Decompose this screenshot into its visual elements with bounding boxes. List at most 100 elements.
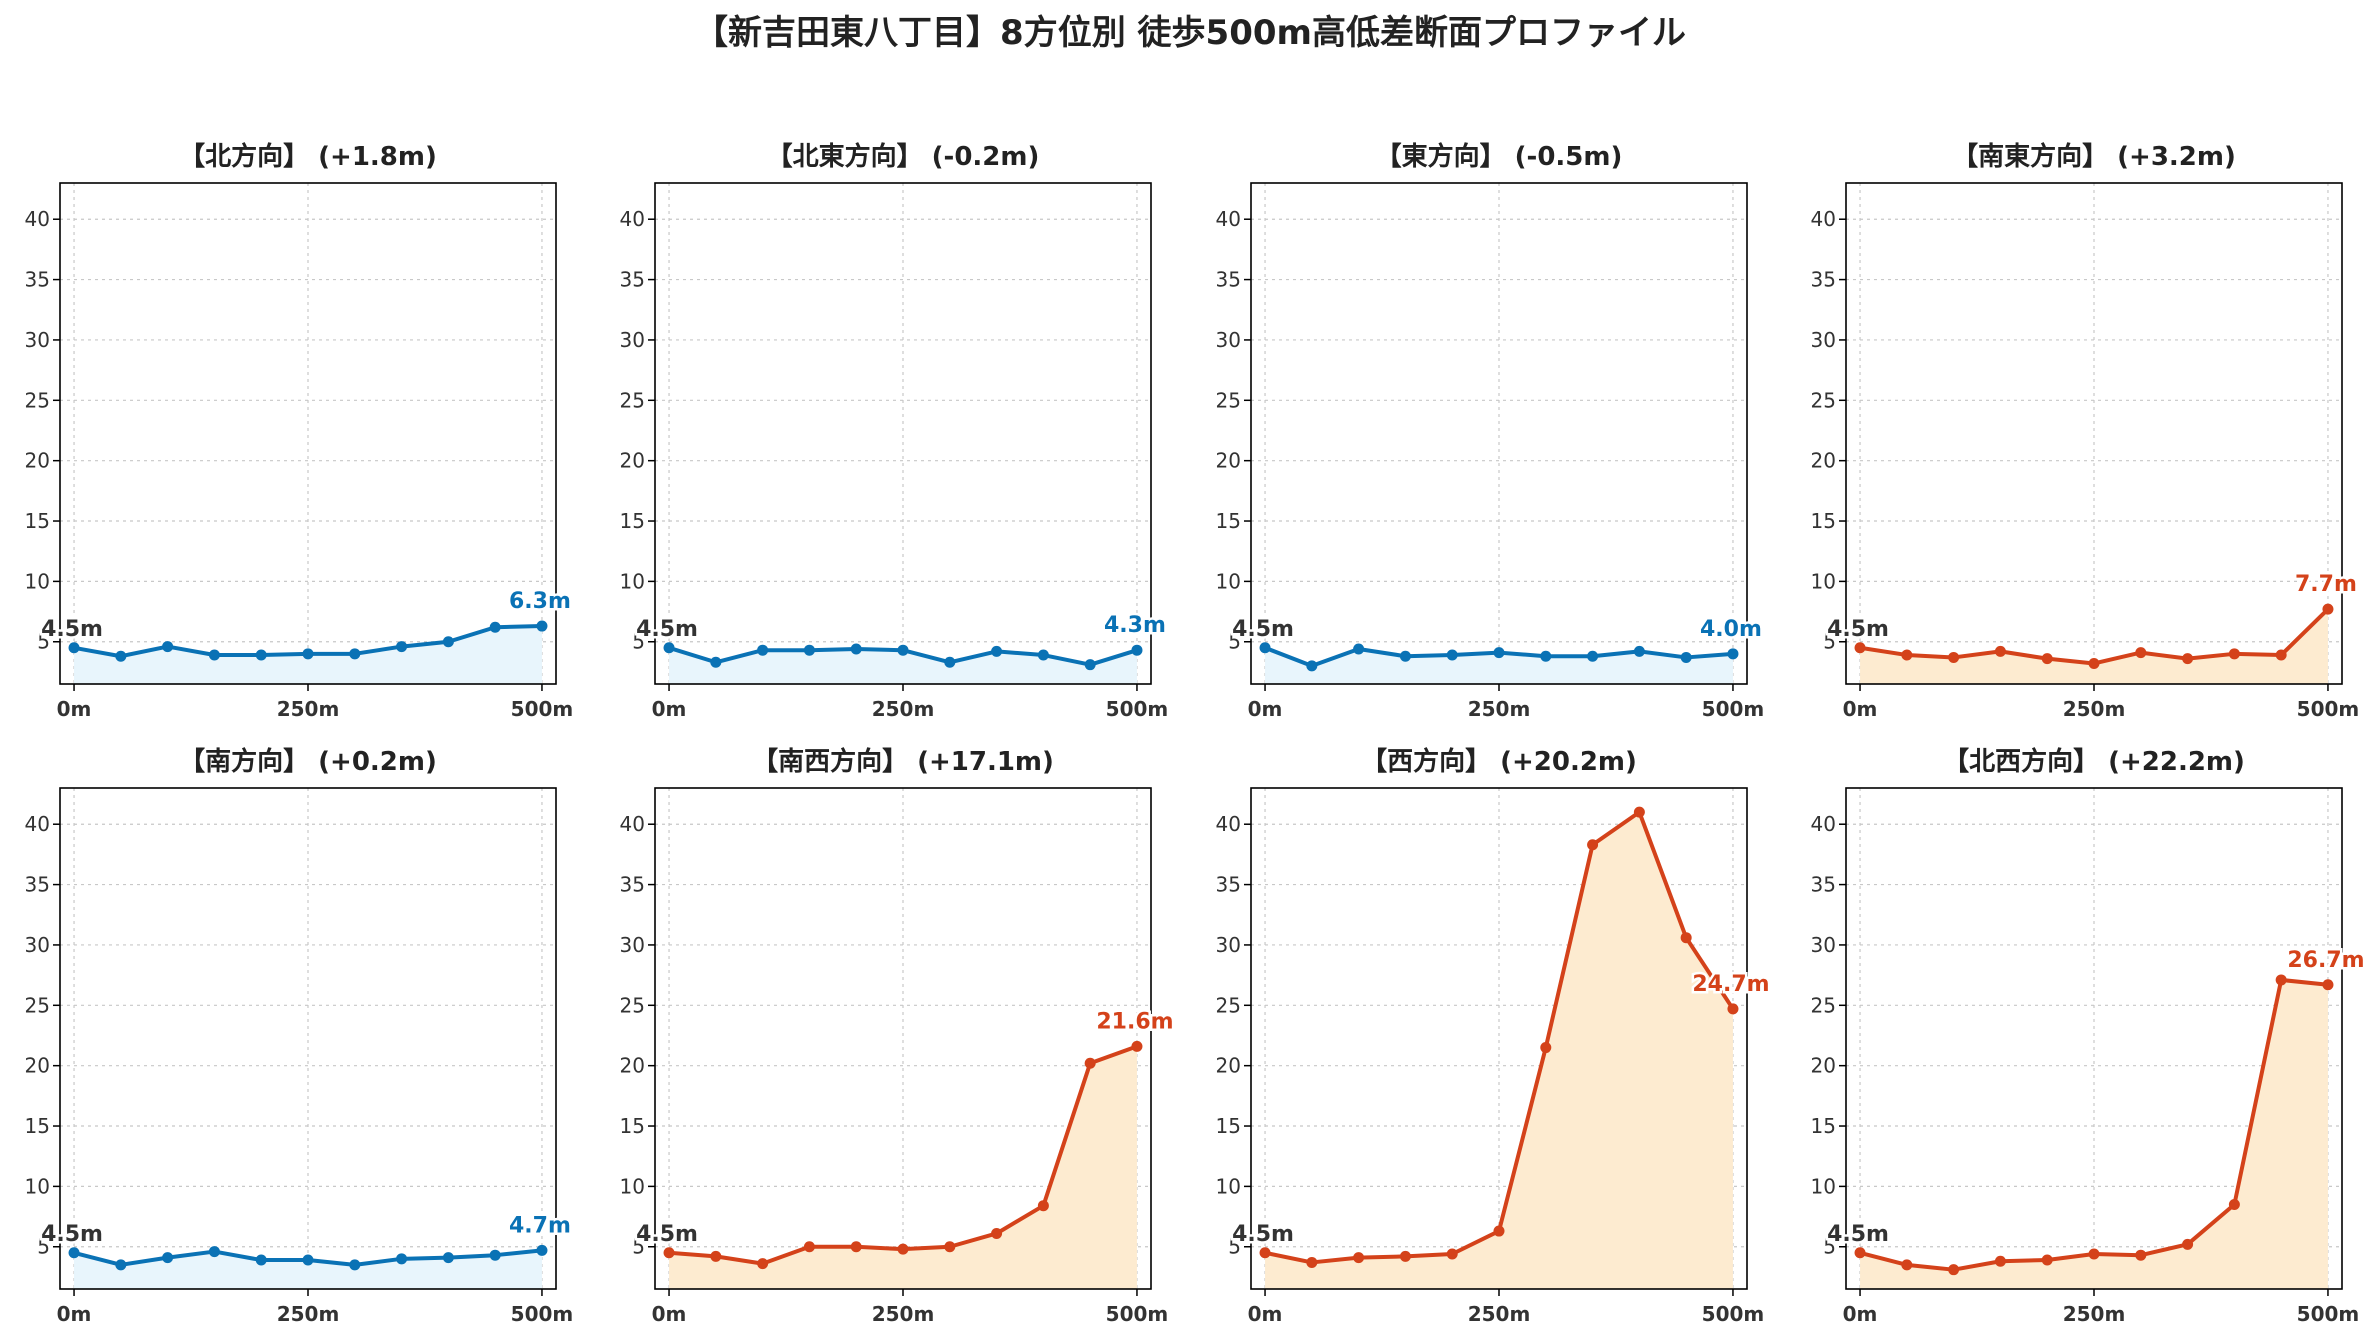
data-point <box>302 648 314 660</box>
data-point <box>68 1247 80 1259</box>
y-tick-label: 40 <box>620 207 645 231</box>
data-point <box>663 642 675 654</box>
y-tick-label: 10 <box>1216 1174 1241 1198</box>
y-tick-label: 40 <box>25 207 50 231</box>
end-value-label: 4.3m <box>1104 613 1166 638</box>
end-value-label: 21.6m <box>1096 1009 1173 1034</box>
series-area <box>1265 647 1733 684</box>
y-tick-label: 40 <box>1811 207 1836 231</box>
y-tick-label: 35 <box>1811 873 1836 897</box>
x-tick-label: 250m <box>277 697 340 721</box>
end-value-label: 7.7m <box>2295 572 2357 597</box>
end-value-label: 4.0m <box>1700 617 1762 642</box>
y-tick-label: 20 <box>1216 449 1241 473</box>
main-title: 【新吉田東八丁目】8方位別 徒歩500m高低差断面プロファイル <box>694 13 1686 53</box>
data-point <box>2228 1198 2240 1210</box>
data-point <box>991 645 1003 657</box>
data-point <box>1037 1200 1049 1212</box>
data-point <box>803 644 815 656</box>
x-tick-label: 500m <box>2297 1302 2360 1326</box>
y-tick-label: 25 <box>620 388 645 412</box>
start-value-label: 4.5m <box>41 1222 103 1247</box>
data-point <box>536 1244 548 1256</box>
data-point <box>1493 1225 1505 1237</box>
y-tick-label: 25 <box>1216 388 1241 412</box>
plot-frame <box>1845 182 2343 685</box>
data-point <box>757 644 769 656</box>
data-point <box>1994 645 2006 657</box>
plot-frame <box>654 787 1152 1290</box>
series-area <box>669 1046 1137 1289</box>
y-tick-label: 15 <box>1216 509 1241 533</box>
y-tick-label: 10 <box>25 1174 50 1198</box>
x-tick-label: 500m <box>1702 697 1765 721</box>
data-point <box>2275 974 2287 986</box>
y-tick-label: 35 <box>1216 873 1241 897</box>
data-point <box>1540 1042 1552 1054</box>
data-point <box>2135 1249 2147 1261</box>
data-point <box>68 642 80 654</box>
chart-panel-2: 【北東方向】 (-0.2m) 5 10 15 20 25 30 35 40 0m 250m 500m 4… <box>620 141 1169 721</box>
chart-panel-8: 【北西方向】 (+22.2m) 5 10 15 20 25 30 35 40 0m 250m 500m… <box>1811 746 2368 1326</box>
plot-frame <box>1845 787 2343 1290</box>
data-point <box>2088 657 2100 669</box>
y-tick-label: 5 <box>1823 1235 1836 1259</box>
data-point <box>396 641 408 653</box>
data-point <box>944 1241 956 1253</box>
y-tick-label: 30 <box>1811 933 1836 957</box>
data-point <box>2041 1254 2053 1266</box>
x-tick-label: 0m <box>57 697 92 721</box>
y-tick-label: 35 <box>620 873 645 897</box>
y-tick-label: 25 <box>25 993 50 1017</box>
y-tick-label: 20 <box>25 449 50 473</box>
x-tick-label: 250m <box>2063 1302 2126 1326</box>
data-point <box>1353 643 1365 655</box>
plot-frame <box>59 182 557 685</box>
y-tick-label: 40 <box>1216 812 1241 836</box>
plot-frame <box>654 182 1152 685</box>
data-point <box>302 1254 314 1266</box>
panel-title: 【南東方向】 (+3.2m) <box>1952 141 2236 172</box>
data-point <box>2135 647 2147 659</box>
series-area <box>669 647 1137 684</box>
series-area <box>1860 979 2328 1289</box>
x-tick-label: 250m <box>872 697 935 721</box>
data-point <box>489 1249 501 1261</box>
end-value-label: 6.3m <box>509 589 571 614</box>
y-tick-label: 5 <box>37 630 50 654</box>
end-value-label: 4.7m <box>509 1213 571 1238</box>
data-point <box>1259 642 1271 654</box>
data-point <box>1680 932 1692 944</box>
y-tick-label: 30 <box>1216 933 1241 957</box>
x-tick-label: 0m <box>1843 1302 1878 1326</box>
start-value-label: 4.5m <box>1232 1222 1294 1247</box>
y-tick-label: 30 <box>25 328 50 352</box>
data-point <box>162 641 174 653</box>
data-point <box>1353 1252 1365 1264</box>
y-tick-label: 10 <box>1811 1174 1836 1198</box>
x-tick-label: 250m <box>2063 697 2126 721</box>
data-point <box>1446 649 1458 661</box>
y-tick-label: 10 <box>620 569 645 593</box>
data-point <box>1131 644 1143 656</box>
y-tick-label: 10 <box>25 569 50 593</box>
data-point <box>1540 650 1552 662</box>
data-point <box>2182 653 2194 665</box>
start-value-label: 4.5m <box>1827 617 1889 642</box>
data-point <box>162 1252 174 1264</box>
x-tick-label: 0m <box>652 1302 687 1326</box>
y-tick-label: 30 <box>620 328 645 352</box>
data-point <box>349 648 361 660</box>
x-tick-label: 250m <box>1468 697 1531 721</box>
start-value-label: 4.5m <box>41 617 103 642</box>
start-value-label: 4.5m <box>1232 617 1294 642</box>
data-point <box>1587 650 1599 662</box>
data-point <box>2322 979 2334 991</box>
y-tick-label: 15 <box>25 509 50 533</box>
y-tick-label: 35 <box>620 268 645 292</box>
data-point <box>1680 651 1692 663</box>
chart-panel-3: 【東方向】 (-0.5m) 5 10 15 20 25 30 35 40 0m 250m 500m 4.… <box>1216 141 1765 721</box>
end-value-label: 26.7m <box>2287 948 2364 973</box>
start-value-label: 4.5m <box>1827 1222 1889 1247</box>
data-point <box>349 1259 361 1271</box>
